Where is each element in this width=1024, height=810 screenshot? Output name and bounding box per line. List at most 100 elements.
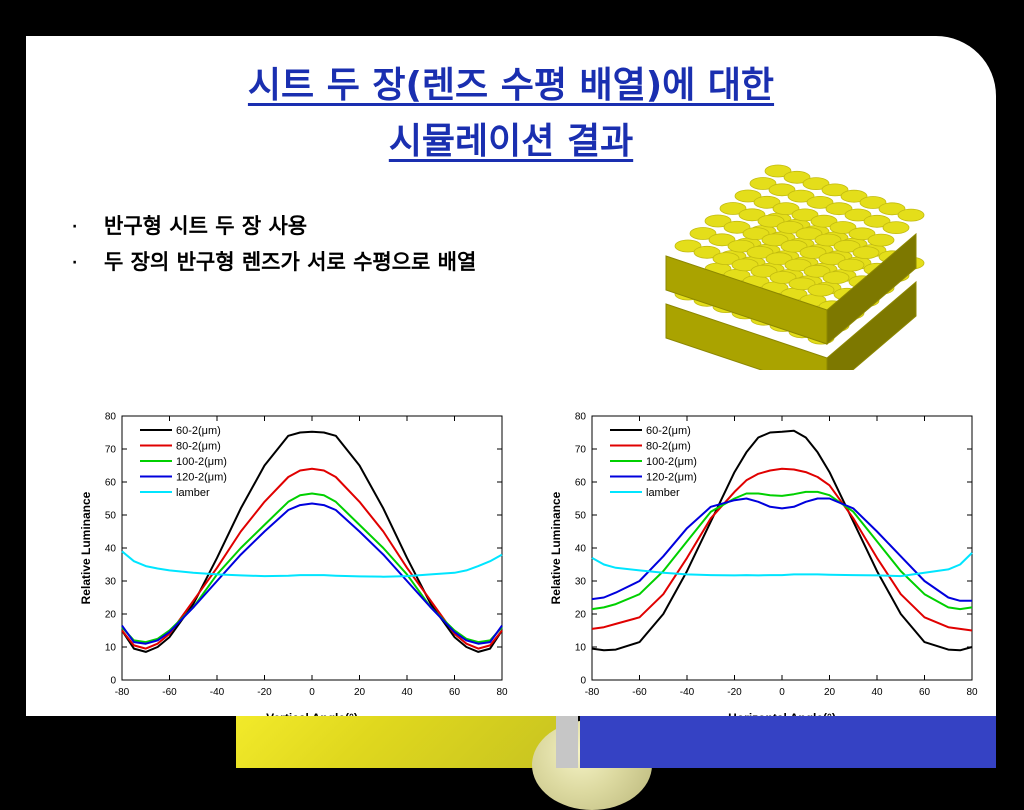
title-line-1: 시트 두 장(렌즈 수평 배열)에 대한 (247, 65, 775, 106)
lens-bump (867, 233, 895, 247)
lens-bump (768, 183, 796, 197)
x-tick-label: 0 (309, 687, 315, 698)
legend-label: 120-2(μm) (176, 472, 227, 484)
lens-bump (674, 239, 702, 253)
lens-bump (814, 233, 842, 247)
lens-bump (787, 189, 815, 203)
series-line-2 (591, 490, 973, 611)
series-line-0 (591, 429, 973, 652)
x-tick-label: -40 (210, 687, 225, 698)
footer-yellow-panel (236, 716, 652, 810)
lens-bump (757, 214, 785, 228)
x-tick-label: 60 (449, 687, 461, 698)
lens-bump (840, 189, 868, 203)
series-line-0 (121, 430, 503, 653)
y-tick-label: 20 (105, 610, 117, 621)
bullet-item: · 두 장의 반구형 렌즈가 서로 수평으로 배열 (72, 244, 476, 280)
lens-bump (852, 246, 880, 259)
y-tick-label: 50 (575, 511, 587, 522)
lens-bump (780, 239, 808, 253)
lens-bump (761, 233, 789, 247)
legend-label: lamber (176, 487, 210, 499)
lens-bump (689, 227, 717, 240)
lens-bump (810, 214, 838, 228)
lens-bump (784, 258, 812, 272)
footer-divider (556, 716, 578, 768)
y-tick-label: 0 (580, 676, 586, 687)
bullet-dot: · (72, 219, 78, 235)
chart-vertical-angle: -80 -60 -40 -20 0 20 40 60 80 0 10 20 30 40 50 60 70 80 Ve… (79, 412, 508, 717)
series-line-4 (591, 552, 973, 578)
lens-bump (799, 246, 827, 259)
title-line-2: 시뮬레이션 결과 (388, 121, 634, 162)
y-tick-label: 70 (575, 445, 587, 456)
bullet-text: 두 장의 반구형 렌즈가 서로 수평으로 배열 (104, 250, 477, 274)
legend-label: 60-2(μm) (176, 425, 221, 437)
footer-corner (996, 716, 1024, 768)
bullet-item: · 반구형 시트 두 장 사용 (72, 208, 476, 244)
y-tick-label: 60 (105, 478, 117, 489)
y-axis-title: Relative Luminance (549, 491, 563, 604)
lens-bump (776, 221, 804, 234)
lens-sheet-illustration (665, 164, 925, 370)
x-tick-label: -20 (257, 687, 272, 698)
lens-bump (727, 239, 755, 253)
lens-bump (863, 214, 891, 228)
lens-bump (783, 170, 811, 184)
y-tick-label: 60 (575, 478, 587, 489)
lens-bump (749, 177, 777, 190)
lens-bump (764, 164, 792, 178)
lens-bump (802, 177, 830, 191)
series-line-3 (591, 497, 972, 602)
y-tick-label: 10 (105, 643, 117, 654)
x-tick-label: -60 (632, 687, 647, 698)
lens-bump (848, 227, 876, 241)
x-tick-label: -60 (162, 687, 177, 698)
lens-bump (712, 252, 740, 265)
slide-title: 시트 두 장(렌즈 수평 배열)에 대한 시뮬레이션 결과 (26, 58, 996, 170)
x-tick-label: 20 (354, 687, 366, 698)
x-tick-label: 80 (966, 687, 978, 698)
lens-bump (818, 252, 846, 266)
lens-bump (829, 221, 857, 234)
footer-band (0, 716, 1024, 810)
lens-bump (734, 189, 762, 203)
y-tick-label: 70 (105, 445, 117, 456)
sheet-front-face (665, 303, 828, 370)
x-tick-label: 0 (779, 687, 785, 698)
series-line-2 (121, 492, 503, 644)
lens-bump (750, 264, 778, 278)
legend-label: lamber (646, 487, 680, 499)
lens-bump (788, 277, 816, 291)
legend-label: 120-2(μm) (646, 472, 697, 484)
y-tick-label: 40 (105, 544, 117, 555)
x-tick-label: 60 (919, 687, 931, 698)
series-line-4 (121, 550, 503, 578)
lens-bump (803, 264, 831, 278)
chart-horizontal-angle: -80 -60 -40 -20 0 20 40 60 80 0 10 20 30 40 50 60 70 80 Ho… (549, 412, 978, 717)
sheet-side-face (826, 280, 917, 370)
legend-label: 80-2(μm) (176, 441, 221, 453)
lens-bump (746, 246, 774, 259)
bullet-text: 반구형 시트 두 장 사용 (104, 214, 308, 238)
lens-bump (742, 227, 770, 240)
y-tick-label: 80 (105, 412, 117, 423)
lens-bump (825, 202, 853, 216)
sheet-side-face (826, 232, 917, 346)
x-tick-label: 40 (401, 687, 413, 698)
lens-bump (822, 271, 850, 284)
y-tick-label: 50 (105, 511, 117, 522)
lens-bump (844, 208, 872, 222)
lens-bump (765, 252, 793, 266)
bullet-dot: · (72, 255, 78, 271)
y-tick-label: 30 (105, 577, 117, 588)
lens-bump (708, 233, 736, 247)
y-tick-label: 30 (575, 577, 587, 588)
y-tick-label: 80 (575, 412, 587, 423)
lens-bump (807, 283, 835, 297)
lens-bump (738, 208, 766, 222)
x-tick-label: -80 (115, 687, 130, 698)
lens-bump (897, 208, 925, 222)
y-tick-label: 40 (575, 544, 587, 555)
lens-bump (859, 196, 887, 209)
